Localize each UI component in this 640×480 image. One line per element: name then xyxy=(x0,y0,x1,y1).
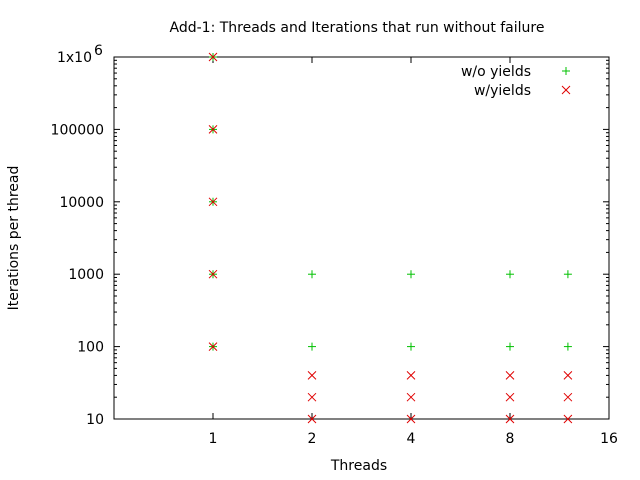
x-tick-label: 4 xyxy=(407,431,416,447)
data-point xyxy=(407,371,415,379)
y-tick-label-exponent: 6 xyxy=(94,43,103,59)
data-point xyxy=(506,393,514,401)
data-point xyxy=(308,393,316,401)
y-tick-label: 100 xyxy=(77,340,104,356)
x-axis-label: Threads xyxy=(330,458,387,474)
data-point xyxy=(564,270,572,278)
y-tick-label: 1000 xyxy=(68,267,104,283)
legend-marker xyxy=(562,86,570,94)
data-point xyxy=(407,393,415,401)
data-point xyxy=(564,371,572,379)
data-point xyxy=(506,371,514,379)
data-point xyxy=(308,270,316,278)
chart-title: Add-1: Threads and Iterations that run w… xyxy=(170,20,545,36)
data-point xyxy=(407,270,415,278)
plot-frame xyxy=(114,57,609,419)
data-point xyxy=(407,343,415,351)
y-tick-label: 10 xyxy=(86,412,104,428)
data-point xyxy=(506,343,514,351)
y-tick-label: 100000 xyxy=(51,122,104,138)
axis-tick-labels: 10 100 1000 10000 100000 1x10 6 1 2 4 8 16 xyxy=(51,43,618,447)
data-point xyxy=(564,343,572,351)
data-point xyxy=(506,270,514,278)
legend-label: w/yields xyxy=(474,83,531,99)
y-tick-label: 10000 xyxy=(59,195,104,211)
legend-label: w/o yields xyxy=(461,64,531,80)
data-point xyxy=(564,393,572,401)
data-points xyxy=(209,53,572,423)
x-tick-label: 8 xyxy=(506,431,515,447)
data-point xyxy=(308,371,316,379)
y-tick-label: 1x10 xyxy=(57,50,92,66)
data-point xyxy=(308,343,316,351)
x-tick-label: 2 xyxy=(308,431,317,447)
x-tick-label: 1 xyxy=(209,431,218,447)
y-axis-label: Iterations per thread xyxy=(6,166,22,311)
legend-marker xyxy=(562,67,570,75)
axis-ticks xyxy=(114,57,609,419)
x-tick-label: 16 xyxy=(600,431,618,447)
legend: w/o yields w/yields xyxy=(461,64,570,99)
